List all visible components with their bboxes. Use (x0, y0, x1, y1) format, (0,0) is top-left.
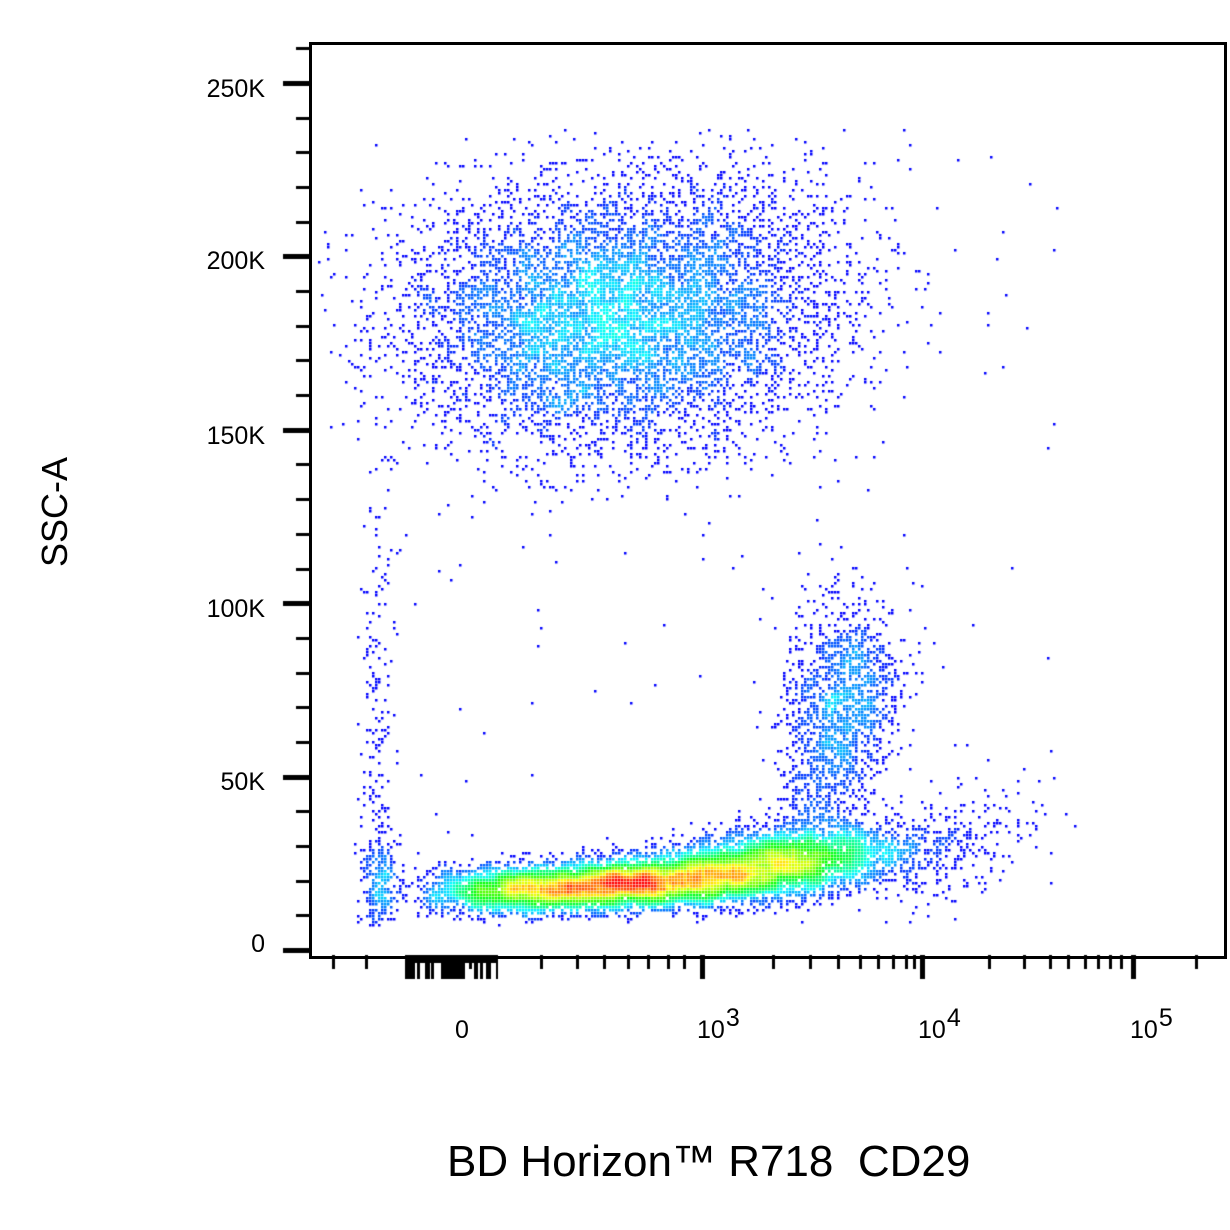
y-tick-label-150k: 150K (206, 422, 265, 450)
x-axis-title: BD Horizon™ R718 CD29 (447, 1137, 971, 1186)
plot-area (309, 42, 1227, 959)
density-scatter-plot (312, 45, 1221, 953)
y-tick-label-250k: 250K (206, 75, 265, 103)
y-tick-label-100k: 100K (206, 595, 265, 623)
x-tick-label-1e4: 104 (918, 1004, 961, 1044)
y-tick-label-50k: 50K (220, 768, 265, 796)
y-tick-label-0: 0 (251, 930, 265, 958)
y-tick-label-200k: 200K (206, 247, 265, 275)
x-tick-label-1e5: 105 (1130, 1004, 1173, 1044)
x-tick-label-1e3: 103 (697, 1004, 740, 1044)
x-tick-label-0: 0 (455, 1016, 469, 1044)
y-axis-title: SSC-A (34, 456, 75, 568)
